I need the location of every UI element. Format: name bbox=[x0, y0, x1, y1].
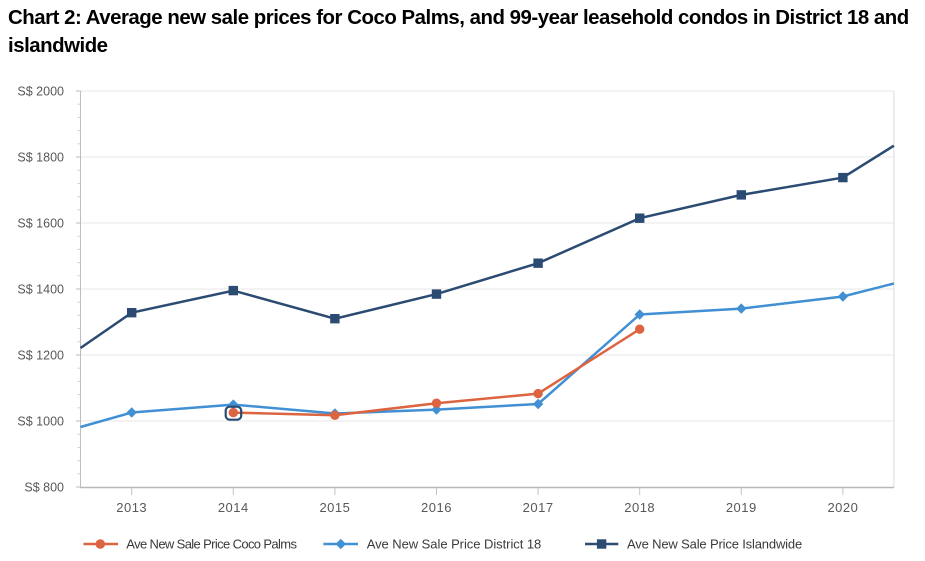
svg-text:2015: 2015 bbox=[319, 500, 350, 515]
svg-text:2017: 2017 bbox=[523, 500, 554, 515]
svg-text:2014: 2014 bbox=[218, 500, 249, 515]
svg-text:S$ 1200: S$ 1200 bbox=[17, 349, 64, 363]
svg-text:S$ 1800: S$ 1800 bbox=[17, 151, 64, 165]
svg-text:Ave New Sale Price Islandwide: Ave New Sale Price Islandwide bbox=[627, 537, 802, 552]
svg-text:2020: 2020 bbox=[827, 500, 858, 515]
svg-text:S$ 2000: S$ 2000 bbox=[17, 85, 64, 99]
svg-text:S$ 800: S$ 800 bbox=[24, 481, 64, 495]
svg-text:2018: 2018 bbox=[624, 500, 655, 515]
svg-text:S$ 1400: S$ 1400 bbox=[17, 283, 64, 297]
svg-text:2013: 2013 bbox=[116, 500, 147, 515]
svg-text:S$ 1600: S$ 1600 bbox=[17, 217, 64, 231]
svg-text:Ave New Sale Price District 18: Ave New Sale Price District 18 bbox=[367, 537, 542, 552]
svg-text:2019: 2019 bbox=[726, 500, 757, 515]
svg-text:S$ 1000: S$ 1000 bbox=[17, 415, 64, 429]
svg-text:2016: 2016 bbox=[421, 500, 452, 515]
svg-text:Ave New Sale Price Coco Palms: Ave New Sale Price Coco Palms bbox=[126, 537, 297, 552]
